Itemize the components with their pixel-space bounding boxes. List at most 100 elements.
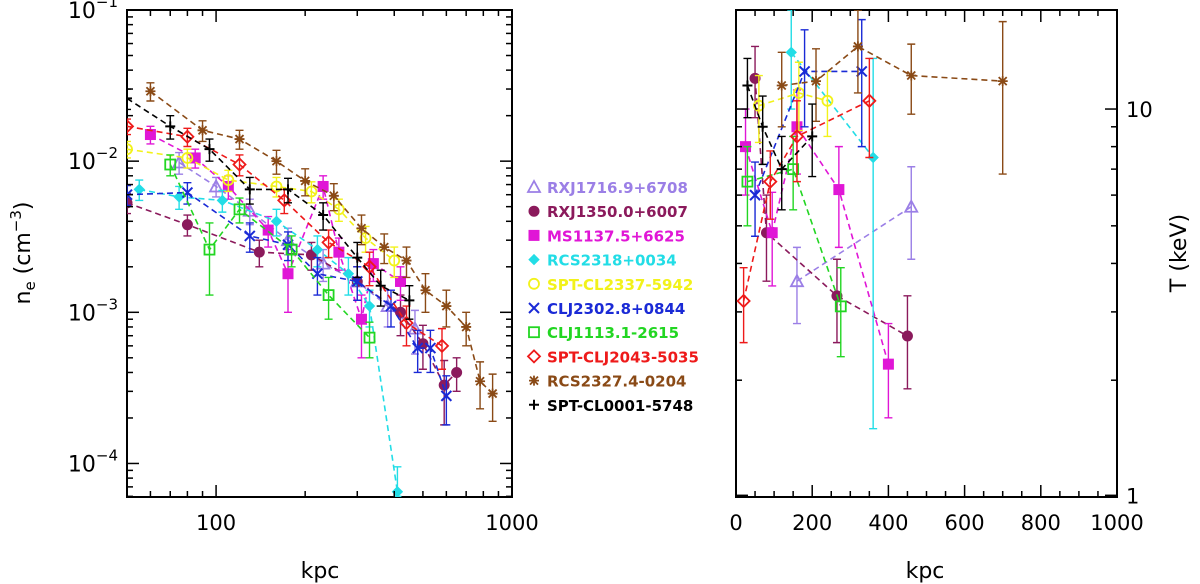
left-point-rcs2327-4-0204-12: [475, 376, 486, 387]
right-point-spt-cl2337-5942-1: [792, 87, 805, 99]
right-point-clj1113-1-2615-2: [834, 300, 847, 313]
left-error-bar-clj1113-1-2615-4: [324, 276, 333, 320]
left-point-rcs2327-4-0204-11: [461, 321, 472, 332]
left-point-rcs2327-4-0204-1: [197, 125, 208, 136]
right-x-tick-label-4: 800: [1021, 511, 1061, 535]
left-series-rcs2318-0034: [133, 179, 404, 497]
right-series-clj1113-1-2615: [741, 135, 847, 358]
right-x-tick-label-2: 400: [868, 511, 908, 535]
legend-marker-rxj1350-0-6007: [528, 205, 540, 217]
left-point-clj2302-8-0844-9: [440, 390, 453, 402]
right-point-rcs2318-0034-0: [785, 46, 797, 59]
right-point-clj1113-1-2615-0: [741, 175, 754, 188]
left-error-bar-spt-cl2337-5942-2: [224, 169, 233, 193]
right-point-rcs2327-4-0204-0: [776, 80, 787, 91]
left-series-line-clj2302-8-0844: [127, 191, 448, 397]
left-point-rcs2318-0034-3: [270, 215, 283, 228]
left-point-spt-cl0001-5748-2: [204, 144, 215, 155]
legend: RXJ1716.9+6708 RXJ1350.0+6007 MS1137.5+662…: [526, 179, 699, 415]
left-point-rcs2318-0034-5: [342, 268, 355, 280]
right-error-bar-ms1137-5-6625-4: [884, 322, 893, 419]
legend-item-spt-clj2043-5035: SPT-CLJ2043-5035: [526, 348, 699, 366]
y-label-close: ): [11, 201, 36, 210]
legend-item-rcs2318-0034: RCS2318+0034: [528, 252, 677, 270]
left-point-ms1137-5-6625-7: [355, 313, 367, 325]
right-point-spt-cl0001-5748-0: [742, 80, 753, 91]
legend-label-rxj1350-0-6007: RXJ1350.0+6007: [547, 203, 688, 221]
right-error-bar-rcs2318-0034-0: [787, 10, 796, 110]
left-error-bar-clj2302-8-0844-9: [442, 375, 451, 426]
right-error-bar-clj2302-8-0844-0: [751, 161, 760, 237]
left-point-rcs2327-4-0204-6: [356, 223, 367, 234]
right-point-ms1137-5-6625-3: [833, 184, 845, 196]
right-point-rcs2327-4-0204-2: [852, 41, 863, 52]
left-error-bar-rxj1350-0-6007-0: [127, 192, 131, 215]
legend-item-clj1113-1-2615: CLJ1113.1-2615: [528, 324, 679, 342]
right-point-spt-clj2043-5035-1: [763, 174, 778, 189]
legend-label-rxj1716-9-6708: RXJ1716.9+6708: [547, 179, 688, 197]
right-point-clj1113-1-2615-1: [787, 163, 800, 176]
left-series-line-rcs2327-4-0204: [149, 90, 494, 395]
left-error-bar-spt-cl2337-5942-3: [272, 176, 281, 198]
left-point-clj2302-8-0844-0: [127, 188, 133, 201]
legend-marker-clj2302-8-0844: [528, 302, 540, 314]
left-point-rxj1350-0-6007-8: [451, 366, 463, 378]
legend-item-rxj1716-9-6708: RXJ1716.9+6708: [526, 179, 688, 197]
left-point-spt-cl0001-5748-3: [244, 184, 255, 195]
left-point-rxj1716-9-6708-1: [208, 178, 224, 193]
left-error-bar-clj2302-8-0844-4: [313, 256, 322, 296]
legend-item-clj2302-8-0844: CLJ2302.8+0844: [528, 300, 685, 318]
left-point-rcs2327-4-0204-9: [420, 285, 431, 296]
left-point-ms1137-5-6625-5: [317, 180, 329, 192]
right-axes-layer: 0 200 400 600 800 1000 1 10: [729, 10, 1153, 535]
legend-label-spt-clj2043-5035: SPT-CLJ2043-5035: [547, 348, 699, 366]
left-error-bar-clj2302-8-0844-7: [413, 329, 422, 374]
left-error-bar-clj2302-8-0844-2: [245, 222, 254, 253]
right-point-ms1137-5-6625-4: [882, 358, 894, 370]
right-point-rcs2327-4-0204-1: [811, 76, 822, 87]
left-point-spt-clj2043-5035-2: [232, 157, 247, 172]
left-series-ms1137-5-6625: [144, 125, 407, 359]
left-error-bar-clj2302-8-0844-0: [127, 184, 131, 207]
right-x-tick-label-5: 1000: [1090, 511, 1143, 535]
left-point-clj1113-1-2615-4: [322, 289, 335, 301]
left-series-line-spt-cl2337-5942: [127, 148, 395, 262]
left-point-spt-clj2043-5035-6: [399, 315, 414, 331]
right-x-tick-label-1: 200: [792, 511, 832, 535]
left-point-clj1113-1-2615-0: [164, 158, 177, 171]
left-point-rcs2327-4-0204-7: [379, 242, 390, 253]
left-point-spt-clj2043-5035-4: [321, 235, 336, 250]
left-error-bar-spt-clj2043-5035-5: [365, 251, 374, 287]
left-point-clj1113-1-2615-5: [363, 331, 376, 344]
right-error-bar-rxj1716-9-6708-1: [907, 166, 916, 260]
left-y-tick-label-1: 10−3: [68, 295, 118, 326]
left-point-clj2302-8-0844-2: [244, 230, 256, 242]
left-point-clj2302-8-0844-8: [424, 342, 437, 354]
right-point-spt-cl0001-5748-1: [757, 121, 768, 132]
left-point-clj1113-1-2615-3: [285, 243, 298, 256]
legend-label-ms1137-5-6625: MS1137.5+6625: [547, 227, 685, 245]
left-point-rxj1350-0-6007-2: [253, 246, 265, 258]
right-plot-frame: [735, 9, 1118, 498]
right-error-bar-rxj1350-0-6007-3: [903, 295, 912, 390]
left-y-tick-label-3: 10−1: [68, 0, 118, 24]
legend-marker-ms1137-5-6625: [528, 229, 540, 241]
left-data-layer: [127, 82, 498, 497]
legend-marker-rcs2318-0034: [528, 253, 540, 266]
left-point-spt-cl2337-5942-7: [388, 254, 401, 267]
left-point-spt-cl0001-5748-4: [283, 184, 293, 195]
legend-item-ms1137-5-6625: MS1137.5+6625: [528, 227, 685, 245]
legend-label-clj1113-1-2615: CLJ1113.1-2615: [547, 324, 679, 342]
legend-marker-spt-clj2043-5035: [526, 349, 542, 364]
right-point-rcs2327-4-0204-3: [906, 70, 917, 81]
left-series-rcs2327-4-0204: [145, 82, 498, 423]
right-point-rcs2327-4-0204-4: [997, 76, 1008, 87]
left-point-rcs2318-0034-4: [311, 243, 324, 256]
legend-item-spt-cl0001-5748: SPT-CL0001-5748: [529, 397, 693, 415]
left-chart-panel: 100 1000 10−4 10−3 10−2 10−1 kpc ne (cm−3): [7, 0, 539, 584]
left-point-rxj1350-0-6007-1: [181, 219, 193, 231]
right-point-ms1137-5-6625-1: [766, 227, 778, 239]
left-series-spt-cl0001-5748: [127, 88, 415, 320]
left-error-bar-clj1113-1-2615-5: [365, 321, 374, 359]
right-point-spt-cl2337-5942-2: [821, 94, 834, 107]
